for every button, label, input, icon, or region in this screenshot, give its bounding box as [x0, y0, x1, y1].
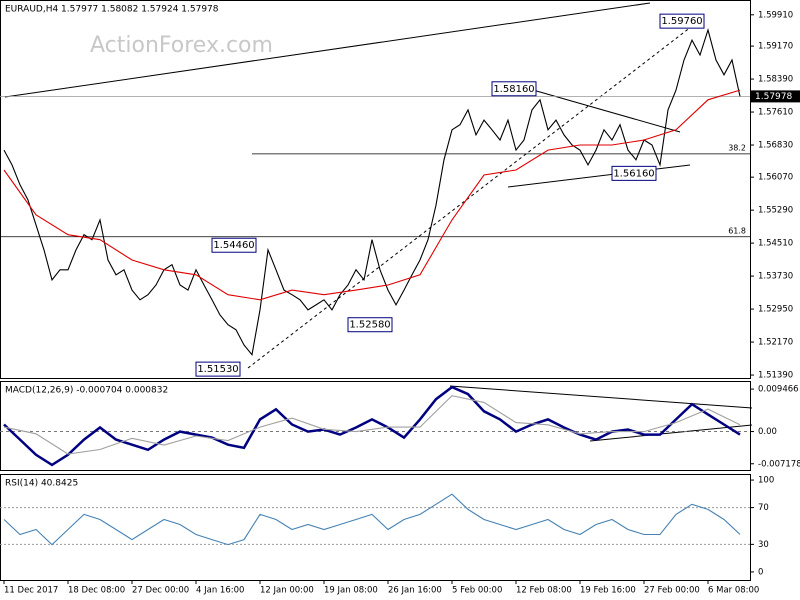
- fib-label: 38.2: [728, 143, 746, 152]
- x-tick-label: 11 Dec 2017: [4, 586, 58, 596]
- panel-title: RSI(14) 40.8425: [5, 479, 78, 489]
- y-tick-label: 1.56830: [758, 141, 793, 151]
- price-label-box: [211, 237, 257, 253]
- y-tick-label: 1.53730: [758, 272, 793, 282]
- panel-frame: [0, 474, 751, 581]
- drawn-lines: [4, 2, 753, 442]
- price-label: 1.51530: [197, 364, 238, 375]
- panel-frame: [0, 381, 751, 471]
- price-label-box: [659, 13, 705, 29]
- price-label: 1.54460: [213, 240, 254, 251]
- x-tick-label: 12 Jan 00:00: [260, 586, 314, 596]
- series-line: [3, 385, 741, 467]
- trend-line: [247, 19, 701, 369]
- x-tick-label: 4 Jan 16:00: [196, 586, 244, 596]
- x-tick-label: 19 Feb 16:00: [580, 586, 636, 596]
- y-tick-label: 1.52950: [758, 305, 793, 315]
- y-tick-label: 0: [758, 567, 763, 577]
- y-tick-label: 1.51390: [758, 371, 793, 381]
- price-label-box: [611, 165, 657, 181]
- x-tick-label: 27 Feb 00:00: [644, 586, 700, 596]
- x-tick-label: 19 Jan 08:00: [324, 586, 378, 596]
- y-tick-label: 1.58390: [758, 75, 793, 85]
- trend-line: [589, 424, 753, 442]
- trend-line: [532, 89, 681, 133]
- trend-line: [449, 385, 753, 409]
- series-line: [3, 89, 741, 301]
- y-tick-label: 1.59910: [758, 10, 793, 20]
- y-tick-label: 30: [758, 540, 769, 550]
- price-label: 1.52580: [349, 320, 390, 331]
- y-tick-label: 1.54510: [758, 239, 793, 249]
- y-tick-label: 1.59170: [758, 42, 793, 52]
- x-tick-label: 26 Jan 16:00: [388, 586, 442, 596]
- last-price-box: [751, 90, 800, 103]
- trend-line: [507, 164, 691, 188]
- price-label-box: [347, 317, 393, 333]
- series-line: [3, 395, 741, 455]
- fib-label: 61.8: [728, 226, 746, 235]
- price-label: 1.59760: [661, 16, 702, 27]
- x-tick-label: 18 Dec 08:00: [68, 586, 125, 596]
- watermark: ActionForex.com: [90, 33, 273, 58]
- price-label: 1.58160: [493, 84, 534, 95]
- panel-title: EURAUD,H4 1.57977 1.58082 1.57924 1.5797…: [5, 5, 219, 15]
- y-tick-label: 1.55290: [758, 206, 793, 216]
- panel-frame: [0, 0, 751, 379]
- price-label-box: [195, 361, 241, 377]
- y-tick-label: 0.009466: [758, 385, 799, 395]
- series-line: [3, 493, 741, 546]
- x-tick-label: 6 Mar 08:00: [708, 586, 759, 596]
- y-tick-label: 100: [758, 476, 774, 486]
- series-line: [3, 28, 741, 356]
- y-tick-label: 1.56070: [758, 173, 793, 183]
- y-tick-label: -0.007178: [758, 459, 800, 469]
- x-tick-label: 27 Dec 00:00: [132, 586, 189, 596]
- x-tick-label: 5 Feb 00:00: [452, 586, 502, 596]
- y-tick-label: 0.00: [758, 427, 777, 437]
- y-tick-label: 70: [758, 503, 769, 513]
- price-label-box: [491, 81, 537, 97]
- y-tick-label: 1.57610: [758, 108, 793, 118]
- x-tick-label: 12 Feb 08:00: [516, 586, 572, 596]
- panel-title: MACD(12,26,9) -0.000704 0.000832: [5, 386, 168, 396]
- trend-line: [4, 2, 651, 98]
- price-label: 1.56160: [613, 168, 654, 179]
- last-price-label: 1.57978: [755, 92, 792, 102]
- y-tick-label: 1.52170: [758, 338, 793, 348]
